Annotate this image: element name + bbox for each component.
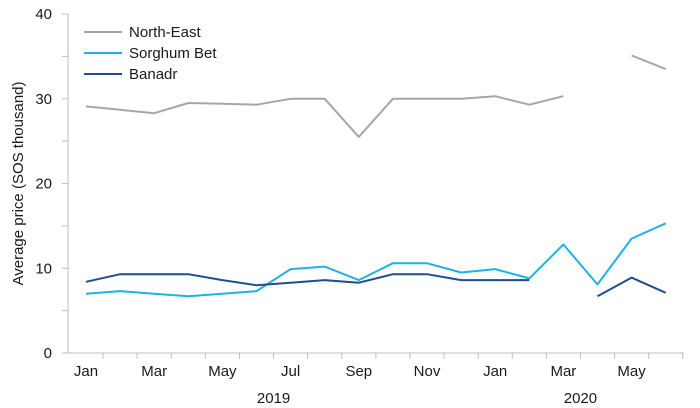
series-line-north-east: [631, 54, 667, 71]
series-line-north-east: [85, 95, 564, 138]
x-tick-label: Sep: [345, 363, 372, 380]
x-year-label: 2020: [564, 390, 597, 407]
x-tick-label: Jul: [281, 363, 300, 380]
y-tick-label: 40: [35, 6, 52, 23]
x-tick-label: May: [617, 363, 646, 380]
y-tick-label: 20: [35, 176, 52, 193]
x-year-label: 2019: [257, 390, 290, 407]
y-tick-label: 0: [44, 345, 52, 362]
series-line-banadr: [597, 276, 667, 298]
y-tick-label: 30: [35, 91, 52, 108]
series-lines: [85, 54, 667, 298]
legend-label: Banadr: [129, 66, 177, 83]
x-tick-label: Mar: [550, 363, 576, 380]
axes: [67, 14, 684, 354]
x-tick-label: May: [208, 363, 237, 380]
y-ticks: 0 10 20 30 40: [35, 6, 68, 362]
x-ticks: Jan Mar May Jul Sep Nov Jan Mar May 2019 2020: [74, 353, 684, 407]
series-line-sorghum-bet: [85, 222, 667, 298]
y-tick-label: 10: [35, 260, 52, 277]
x-tick-label: Jan: [74, 363, 98, 380]
x-tick-label: Jan: [483, 363, 507, 380]
x-tick-label: Nov: [414, 363, 441, 380]
legend: North-East Sorghum Bet Banadr: [84, 24, 217, 83]
legend-label: North-East: [129, 24, 202, 41]
y-axis-title: Average price (SOS thousand): [10, 81, 27, 285]
legend-label: Sorghum Bet: [129, 45, 217, 62]
x-tick-label: Mar: [141, 363, 167, 380]
series-line-banadr: [85, 273, 530, 287]
